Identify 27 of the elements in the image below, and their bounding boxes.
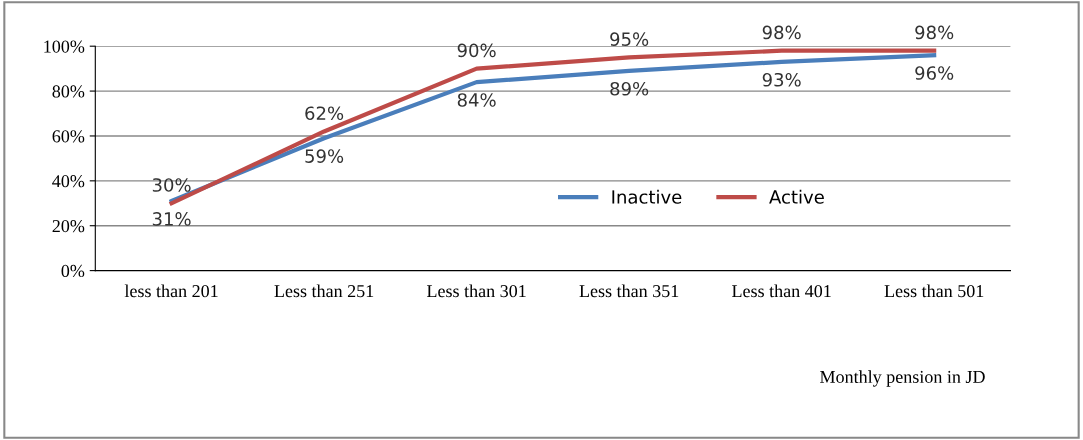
data-label: 90% (457, 43, 496, 58)
x-tick-label: Less than 301 (426, 284, 526, 298)
x-tick-label: Less than 501 (884, 284, 984, 298)
y-tick-label: 100% (44, 40, 85, 53)
legend-label: Active (769, 189, 824, 204)
data-label: 89% (610, 81, 649, 96)
data-label: 98% (762, 25, 801, 40)
x-axis-title: Monthly pension in JD (820, 370, 985, 387)
x-tick-label: less than 201 (124, 284, 218, 298)
data-label: 59% (305, 149, 344, 163)
y-tick-label: 80% (52, 85, 85, 98)
y-tick-label: 20% (52, 219, 85, 233)
data-label: 96% (915, 66, 954, 80)
legend-label: Inactive (612, 189, 682, 204)
x-tick-label: Less than 351 (579, 284, 679, 298)
data-label: 98% (915, 25, 954, 40)
data-label: 84% (457, 93, 496, 107)
x-tick-label: Less than 401 (732, 284, 831, 298)
data-label: 62% (305, 106, 344, 121)
x-tick-label: Less than 251 (274, 284, 374, 298)
data-label: 95% (610, 32, 649, 46)
data-label: 93% (762, 72, 801, 87)
data-label: 30% (152, 178, 191, 192)
y-tick-label: 60% (52, 130, 85, 143)
data-label: 31% (152, 212, 191, 226)
y-tick-label: 0% (61, 264, 85, 278)
y-tick-label: 40% (52, 175, 85, 188)
